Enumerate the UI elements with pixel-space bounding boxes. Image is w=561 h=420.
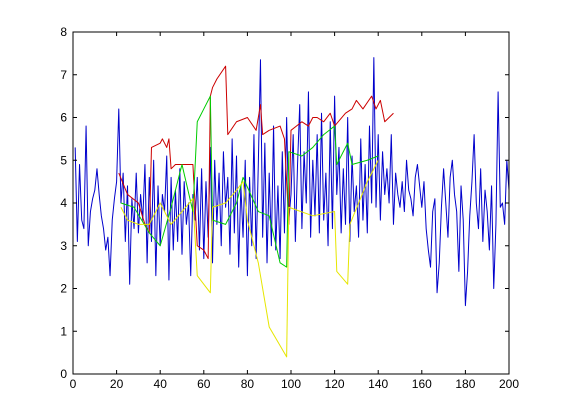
y-tick-label: 8 [60, 25, 67, 39]
y-tick-label: 1 [60, 324, 67, 338]
y-tick-label: 0 [60, 367, 67, 381]
x-tick-label: 80 [241, 377, 255, 391]
series-line [74, 57, 510, 307]
plot [74, 57, 510, 358]
y-tick-label: 6 [60, 111, 67, 125]
y-tick-label: 7 [60, 68, 67, 82]
x-tick-label: 140 [368, 377, 388, 391]
y-tick-label: 4 [60, 196, 67, 210]
series-line [120, 95, 379, 268]
x-tick-label: 20 [110, 377, 124, 391]
y-tick-label: 5 [60, 153, 67, 167]
x-tick-label: 100 [281, 377, 301, 391]
x-tick-label: 120 [325, 377, 345, 391]
y-tick-label: 2 [60, 282, 67, 296]
x-tick-label: 180 [455, 377, 475, 391]
series-line [120, 160, 379, 358]
x-tick-label: 60 [197, 377, 211, 391]
y-tick-label: 3 [60, 239, 67, 253]
x-tick-label: 160 [412, 377, 432, 391]
x-tick-label: 0 [70, 377, 77, 391]
series-line [118, 65, 394, 260]
x-tick-label: 200 [499, 377, 519, 391]
x-tick-label: 40 [154, 377, 168, 391]
